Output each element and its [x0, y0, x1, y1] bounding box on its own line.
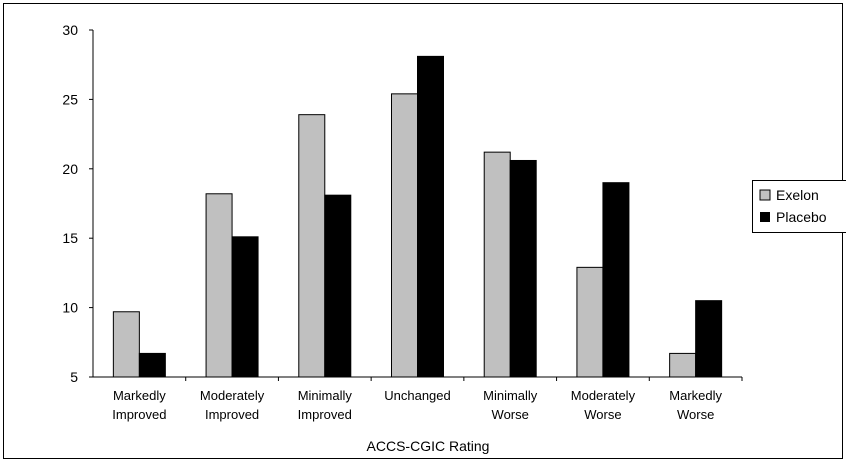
x-category-label-line: Improved: [298, 407, 352, 422]
x-category-label-line: Minimally: [298, 388, 353, 403]
bar-exelon-markedly-improved: [112, 311, 140, 378]
x-category-label: Moderately Worse: [571, 388, 636, 422]
bar-placebo-moderately-worse: [602, 182, 630, 378]
y-tick-label: 25: [62, 91, 78, 107]
x-category-label: Moderately Improved: [200, 388, 265, 422]
y-tick-label: 15: [62, 230, 78, 246]
legend-label-exelon: Exelon: [776, 187, 819, 203]
x-category-label-line: Improved: [112, 407, 166, 422]
legend-label-placebo: Placebo: [776, 209, 827, 225]
legend-box: [752, 180, 846, 233]
bar-exelon-minimally-improved: [298, 114, 326, 378]
y-axis: 5 10 15 20 25 30: [62, 22, 94, 385]
x-category-label: Markedly Improved: [112, 388, 166, 422]
bar-exelon-minimally-worse: [483, 151, 511, 378]
x-category-label-line: Worse: [584, 407, 621, 422]
x-category-label: Minimally Improved: [298, 388, 353, 422]
bar-placebo-minimally-improved: [324, 194, 352, 378]
bar-placebo-markedly-worse: [695, 300, 723, 378]
bar-placebo-moderately-improved: [231, 236, 259, 378]
y-tick-label: 5: [70, 369, 78, 385]
x-category-label-line: Minimally: [483, 388, 538, 403]
x-category-label-line: Moderately: [200, 388, 265, 403]
y-tick-label: 20: [62, 161, 78, 177]
bar-placebo-unchanged: [417, 55, 444, 378]
x-category-label-line: Worse: [492, 407, 529, 422]
x-category-label: Unchanged: [384, 388, 451, 403]
bar-placebo-minimally-worse: [509, 159, 537, 378]
x-category-label: Minimally Worse: [483, 388, 538, 422]
x-category-label: Markedly Worse: [669, 388, 722, 422]
bar-exelon-moderately-worse: [576, 266, 604, 378]
x-category-label-line: Markedly: [113, 388, 166, 403]
legend: Exelon Placebo: [752, 180, 846, 233]
x-axis-title: ACCS-CGIC Rating: [367, 438, 490, 454]
legend-swatch-exelon: [759, 189, 771, 201]
x-category-label-line: Worse: [677, 407, 714, 422]
x-category-label-line: Moderately: [571, 388, 636, 403]
x-category-label-line: Improved: [205, 407, 259, 422]
bar-exelon-unchanged: [391, 93, 418, 378]
bar-exelon-markedly-worse: [669, 352, 697, 378]
y-tick-label: 10: [62, 300, 78, 316]
x-axis: [93, 376, 743, 381]
x-category-label-line: Unchanged: [384, 388, 451, 403]
legend-swatch-placebo: [760, 212, 770, 222]
bar-exelon-moderately-improved: [205, 193, 233, 378]
bar-placebo-markedly-improved: [138, 352, 166, 378]
bars: [112, 55, 723, 378]
y-tick-label: 30: [62, 22, 78, 38]
x-category-label-line: Markedly: [669, 388, 722, 403]
